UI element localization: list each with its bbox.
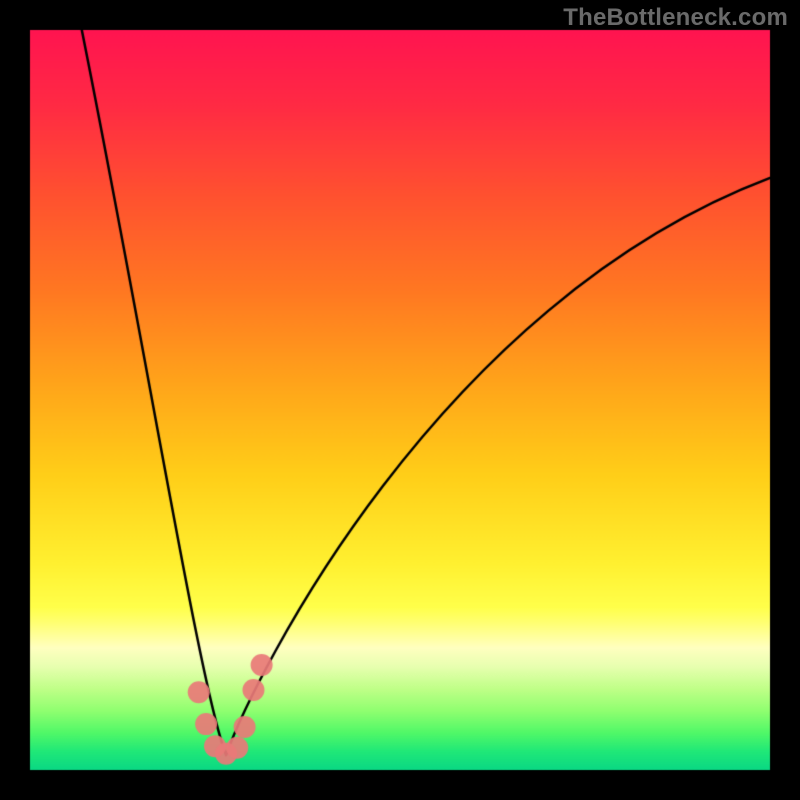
watermark-text: TheBottleneck.com [563, 4, 788, 32]
bottleneck-chart [0, 0, 800, 800]
